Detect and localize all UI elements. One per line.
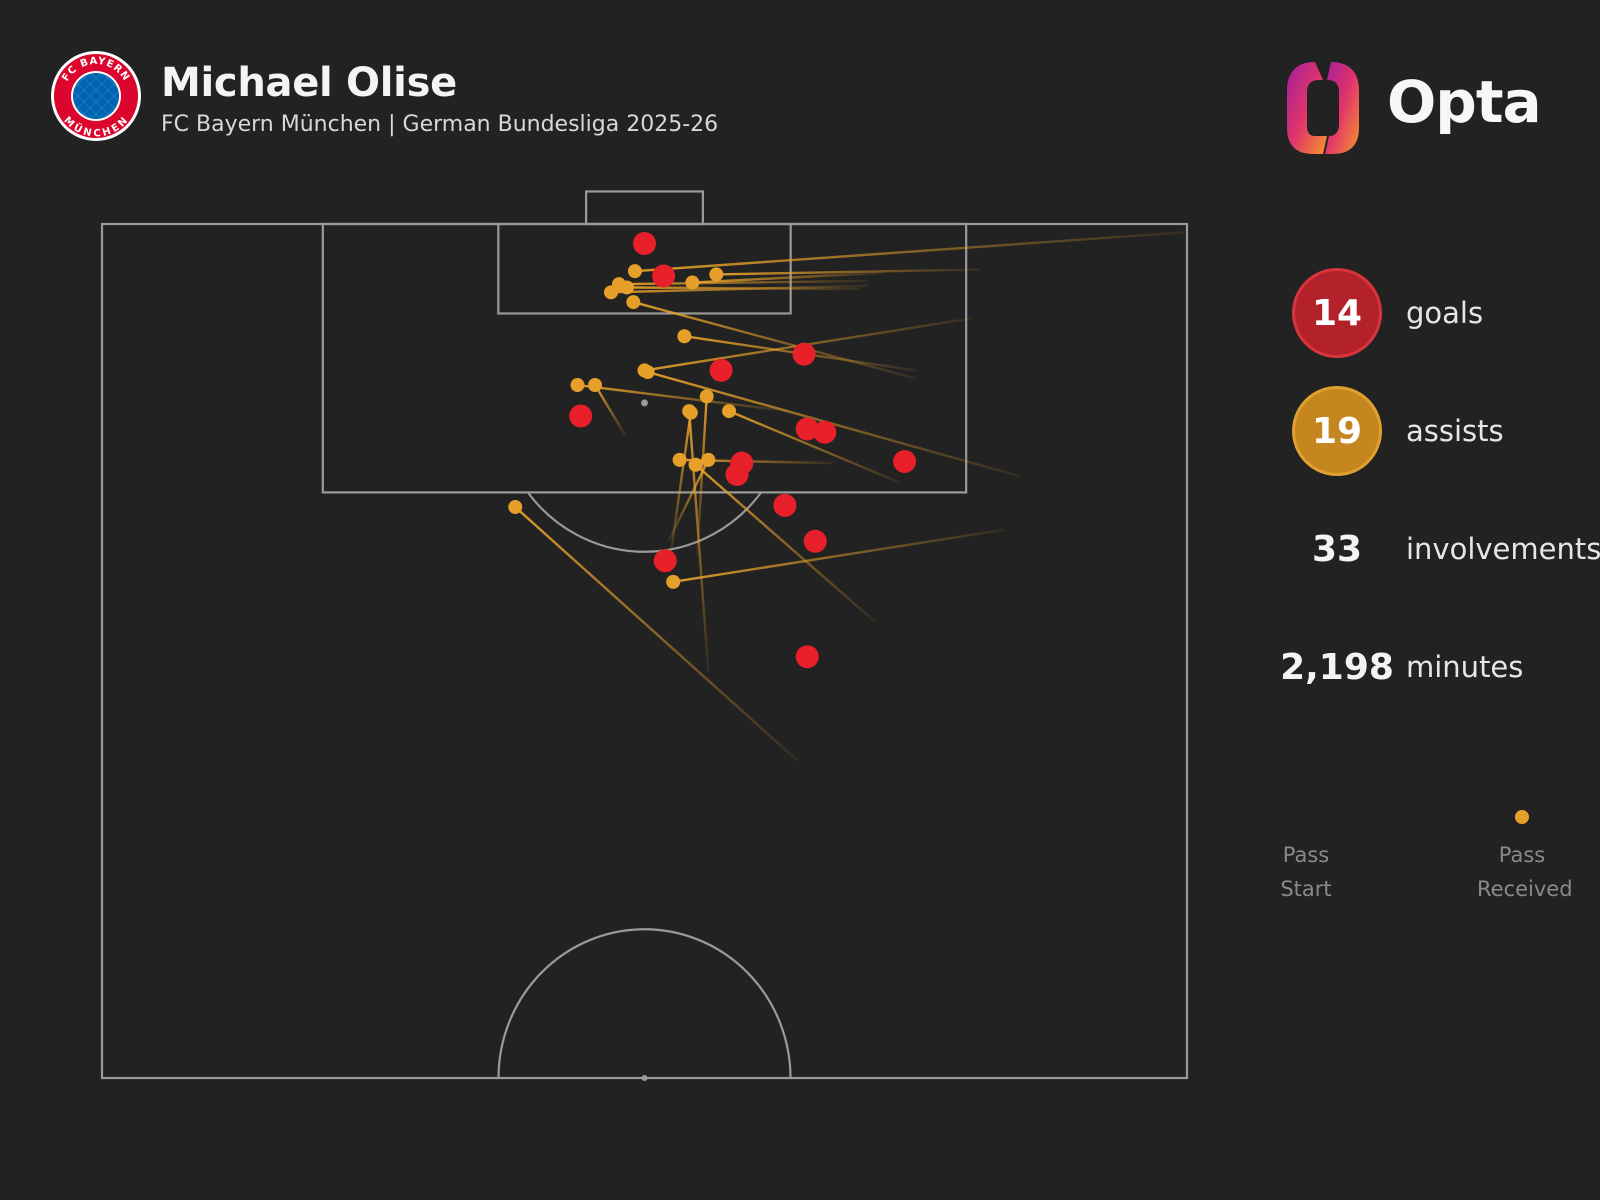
- penalty-spot: [641, 399, 648, 407]
- goal-shot-point: [633, 232, 656, 256]
- assists-badge: 19: [1292, 386, 1382, 476]
- goal-shot-point: [652, 264, 676, 288]
- goals-label: goals: [1406, 296, 1484, 330]
- goal-shot-point: [803, 529, 827, 553]
- assist-received-point: [701, 452, 716, 467]
- assist-received-point: [699, 389, 714, 404]
- legend-pass-line: [1306, 810, 1529, 824]
- penalty-box: [321, 222, 968, 494]
- goal-shot-point: [795, 417, 819, 441]
- goal-shot-point: [569, 404, 593, 428]
- centre-circle: [497, 928, 792, 1079]
- stats-panel: 14 goals 19 assists 33 involvements 2,19…: [1280, 268, 1600, 740]
- goal-shot-point: [773, 493, 797, 517]
- goal-shot-point: [792, 342, 816, 366]
- assist-pass-line: [577, 383, 789, 413]
- assist-received-point: [570, 378, 585, 393]
- assist-received-point: [683, 405, 698, 420]
- assist-pass-line: [633, 300, 917, 380]
- bayern-crest-logo: FC BAYERN MÜNCHEN: [51, 51, 141, 141]
- pass-legend: Pass Start Pass Received: [1270, 800, 1580, 910]
- pitch-outline: [100, 222, 1189, 1080]
- legend-start-label: Pass Start: [1261, 838, 1351, 906]
- goal-shots: [569, 232, 917, 669]
- goal-shot-point: [725, 463, 749, 487]
- assist-pass-line: [668, 412, 692, 560]
- assist-received-point: [626, 295, 641, 310]
- assist-received-point: [588, 378, 603, 393]
- pitch-lines: [100, 190, 1189, 1081]
- assist-pass-line: [634, 230, 1188, 273]
- opta-mark-icon: [1287, 62, 1359, 154]
- legend-end-text: Pass Received: [1477, 843, 1573, 901]
- centre-spot: [641, 1075, 648, 1081]
- goal-shot-point: [795, 645, 819, 669]
- assist-pass-line: [514, 506, 799, 762]
- goal-frame: [585, 190, 704, 226]
- assist-pass-line: [687, 410, 710, 672]
- assist-received-point: [508, 500, 523, 515]
- goal-shot-point: [813, 420, 837, 444]
- assist-received-point: [709, 267, 724, 282]
- legend-received-dot: [1515, 810, 1529, 824]
- goals-badge: 14: [1292, 268, 1382, 358]
- assist-pass-line: [728, 409, 901, 484]
- involvements-label: involvements: [1406, 532, 1600, 566]
- assist-received-point: [685, 275, 700, 290]
- assist-received-point: [722, 404, 737, 419]
- assist-received-point: [603, 285, 618, 300]
- stat-involvements: 33 involvements: [1292, 504, 1600, 622]
- stat-minutes: 2,198 minutes: [1280, 622, 1592, 740]
- goal-shot-point: [653, 549, 677, 573]
- assist-pass-line: [673, 528, 1004, 584]
- minutes-label: minutes: [1406, 650, 1524, 684]
- assist-received-point: [666, 574, 681, 589]
- assist-pass-line: [594, 384, 627, 437]
- assist-pass-line: [647, 370, 1020, 478]
- assist-pass-line: [694, 463, 877, 624]
- assist-pass-line: [610, 284, 868, 294]
- assist-received-point: [672, 452, 687, 467]
- assists-label: assists: [1406, 414, 1504, 448]
- team-competition: FC Bayern München | German Bundesliga 20…: [161, 112, 719, 137]
- assist-passes: [508, 230, 1188, 762]
- involvements-value: 33: [1311, 528, 1363, 570]
- goal-shot-point: [709, 358, 733, 382]
- assist-pass-line: [716, 268, 980, 276]
- assist-received-point: [677, 329, 692, 344]
- assist-pass-line: [692, 271, 884, 284]
- player-name: Michael Olise: [161, 60, 457, 106]
- minutes-value: 2,198: [1280, 646, 1394, 688]
- opta-logo: Opta: [1283, 58, 1543, 160]
- opta-wordmark: Opta: [1387, 68, 1542, 136]
- assist-received-point: [688, 457, 703, 472]
- stat-goals: 14 goals: [1292, 268, 1592, 386]
- assist-received-point: [619, 280, 634, 295]
- header: FC BAYERN MÜNCHEN Michael Olise FC Bayer…: [50, 50, 810, 145]
- stat-assists: 19 assists: [1292, 386, 1592, 504]
- penalty-arc: [526, 491, 763, 553]
- assist-received-point: [640, 365, 655, 380]
- goal-shot-point: [893, 449, 917, 473]
- legend-start-text: Pass Start: [1280, 843, 1332, 901]
- legend-end-label: Pass Received: [1477, 838, 1573, 906]
- assist-received-point: [627, 264, 642, 279]
- assist-pass-line: [667, 459, 710, 542]
